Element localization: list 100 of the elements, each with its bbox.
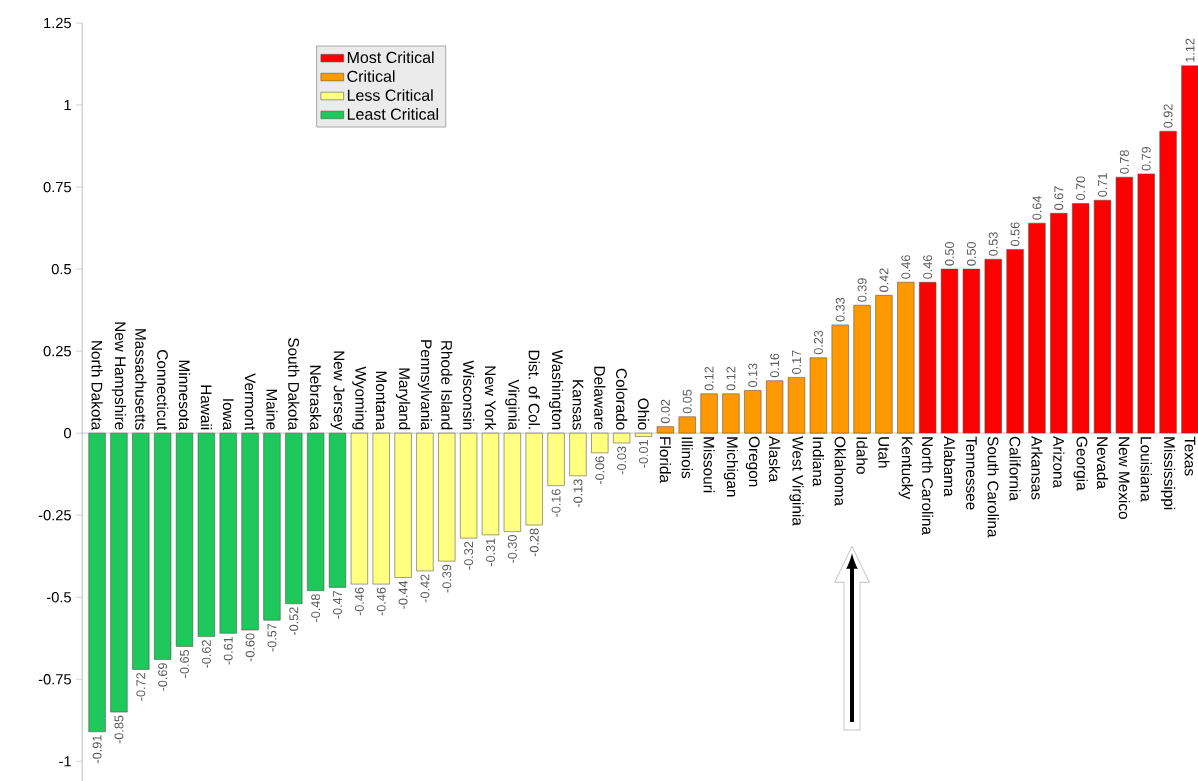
bar <box>1050 213 1068 434</box>
x-tick-label: New Jersey <box>330 351 345 431</box>
bar <box>984 259 1002 434</box>
data-label: -0.32 <box>464 541 474 570</box>
bar <box>809 357 827 434</box>
bar <box>547 432 565 486</box>
x-tick-label: Connecticut <box>157 350 169 431</box>
x-tick-label: West Virginia <box>789 436 804 526</box>
data-label: -0.69 <box>158 663 168 691</box>
data-label: -0.72 <box>136 672 146 701</box>
data-label: 0.71 <box>1098 173 1107 197</box>
x-tick-label: Vermont <box>244 373 256 431</box>
x-tick-label: New Mexico <box>1118 437 1130 519</box>
bar <box>460 432 478 539</box>
bar <box>285 432 303 605</box>
data-label: 0.13 <box>748 363 758 388</box>
x-tick-label: Colorado <box>616 368 628 430</box>
data-label: -0.61 <box>223 636 233 665</box>
y-tick-label: -0.25 <box>38 510 71 521</box>
bar <box>1094 200 1111 434</box>
data-label: 1.12 <box>1185 38 1195 62</box>
bar <box>307 432 325 591</box>
x-tick-label: Texas <box>1184 436 1196 476</box>
x-tick-label: Tennessee <box>966 436 977 510</box>
bar <box>613 432 631 444</box>
x-tick-label: Idaho <box>856 437 868 474</box>
y-tick-label: 1 <box>64 99 71 111</box>
x-tick-label: Alaska <box>769 436 781 483</box>
x-tick-label: South Carolina <box>987 436 999 538</box>
x-tick-label: Rhode Island <box>441 341 453 430</box>
y-tick-label: 0.25 <box>43 345 71 357</box>
x-tick-label: Maine <box>266 389 278 430</box>
data-label: 0.46 <box>901 255 911 279</box>
bar <box>569 432 587 477</box>
bar <box>1006 249 1024 434</box>
data-label: 0.92 <box>1163 104 1173 128</box>
bar <box>1116 177 1133 434</box>
x-tick-label: Kansas <box>572 380 584 430</box>
bar <box>328 432 347 588</box>
data-label: -0.62 <box>201 640 211 668</box>
data-label: 0.46 <box>923 255 933 279</box>
y-tick-label: -0.75 <box>38 674 71 685</box>
bar <box>197 432 215 637</box>
x-tick-label: Delaware <box>594 366 606 430</box>
data-label: -0.46 <box>376 587 386 616</box>
data-label: -0.65 <box>180 649 189 678</box>
bar <box>416 432 434 572</box>
y-tick-label: 0.5 <box>51 263 71 275</box>
bar <box>372 432 390 585</box>
bar <box>88 432 106 733</box>
bar <box>1159 131 1177 434</box>
data-label: -0.48 <box>311 594 321 622</box>
x-tick-label: Oklahoma <box>834 436 846 506</box>
data-label: 0.79 <box>1141 146 1151 171</box>
bar <box>394 432 412 578</box>
bar <box>481 432 500 536</box>
x-tick-label: Georgia <box>1073 436 1088 491</box>
x-tick-label: North Carolina <box>922 437 934 535</box>
data-label: 0.42 <box>879 268 889 292</box>
x-tick-label: Massachusetts <box>135 329 147 430</box>
bar <box>591 432 609 454</box>
data-label: 0.05 <box>682 389 692 414</box>
x-tick-label: Wisconsin <box>463 360 475 430</box>
y-tick-label: -0.5 <box>46 592 71 603</box>
x-tick-label: Arkansas <box>1031 436 1043 500</box>
bar <box>241 432 259 631</box>
x-tick-label: New Hampshire <box>111 322 127 430</box>
x-tick-label: Virginia <box>505 379 520 431</box>
data-label: -0.28 <box>529 528 539 557</box>
bar <box>438 432 456 562</box>
bar <box>154 432 172 660</box>
x-tick-label: Utah <box>878 437 890 468</box>
bar <box>722 393 740 434</box>
data-label: 0.64 <box>1032 195 1042 220</box>
x-tick-label: Mississippi <box>1160 437 1176 510</box>
data-label: -0.31 <box>486 538 495 567</box>
x-tick-label: Nevada <box>1096 437 1109 489</box>
data-label: -0.06 <box>595 456 605 485</box>
data-label: -0.42 <box>420 574 430 603</box>
data-label: -0.30 <box>507 535 517 563</box>
x-tick-label: Maryland <box>395 368 411 430</box>
data-label: -0.85 <box>114 715 124 744</box>
x-tick-label: Louisiana <box>1140 437 1152 502</box>
x-tick-label: Ohio <box>637 398 650 430</box>
data-label: -0.13 <box>573 479 583 508</box>
y-tick-label: 0 <box>64 427 72 439</box>
bar <box>525 432 543 526</box>
x-tick-label: Wyoming <box>352 366 367 430</box>
y-tick-label: -1 <box>59 756 71 767</box>
x-tick-label: Washington <box>548 349 564 430</box>
legend-label: Critical <box>347 70 395 82</box>
bar <box>831 324 849 434</box>
x-tick-label: Nebraska <box>310 365 322 431</box>
x-tick-label: Montana <box>375 371 387 431</box>
bar <box>132 432 150 670</box>
bar <box>656 426 674 434</box>
data-label: -0.47 <box>333 590 342 619</box>
x-tick-label: New York <box>484 366 497 431</box>
bar <box>1028 223 1046 434</box>
bar <box>853 304 871 434</box>
